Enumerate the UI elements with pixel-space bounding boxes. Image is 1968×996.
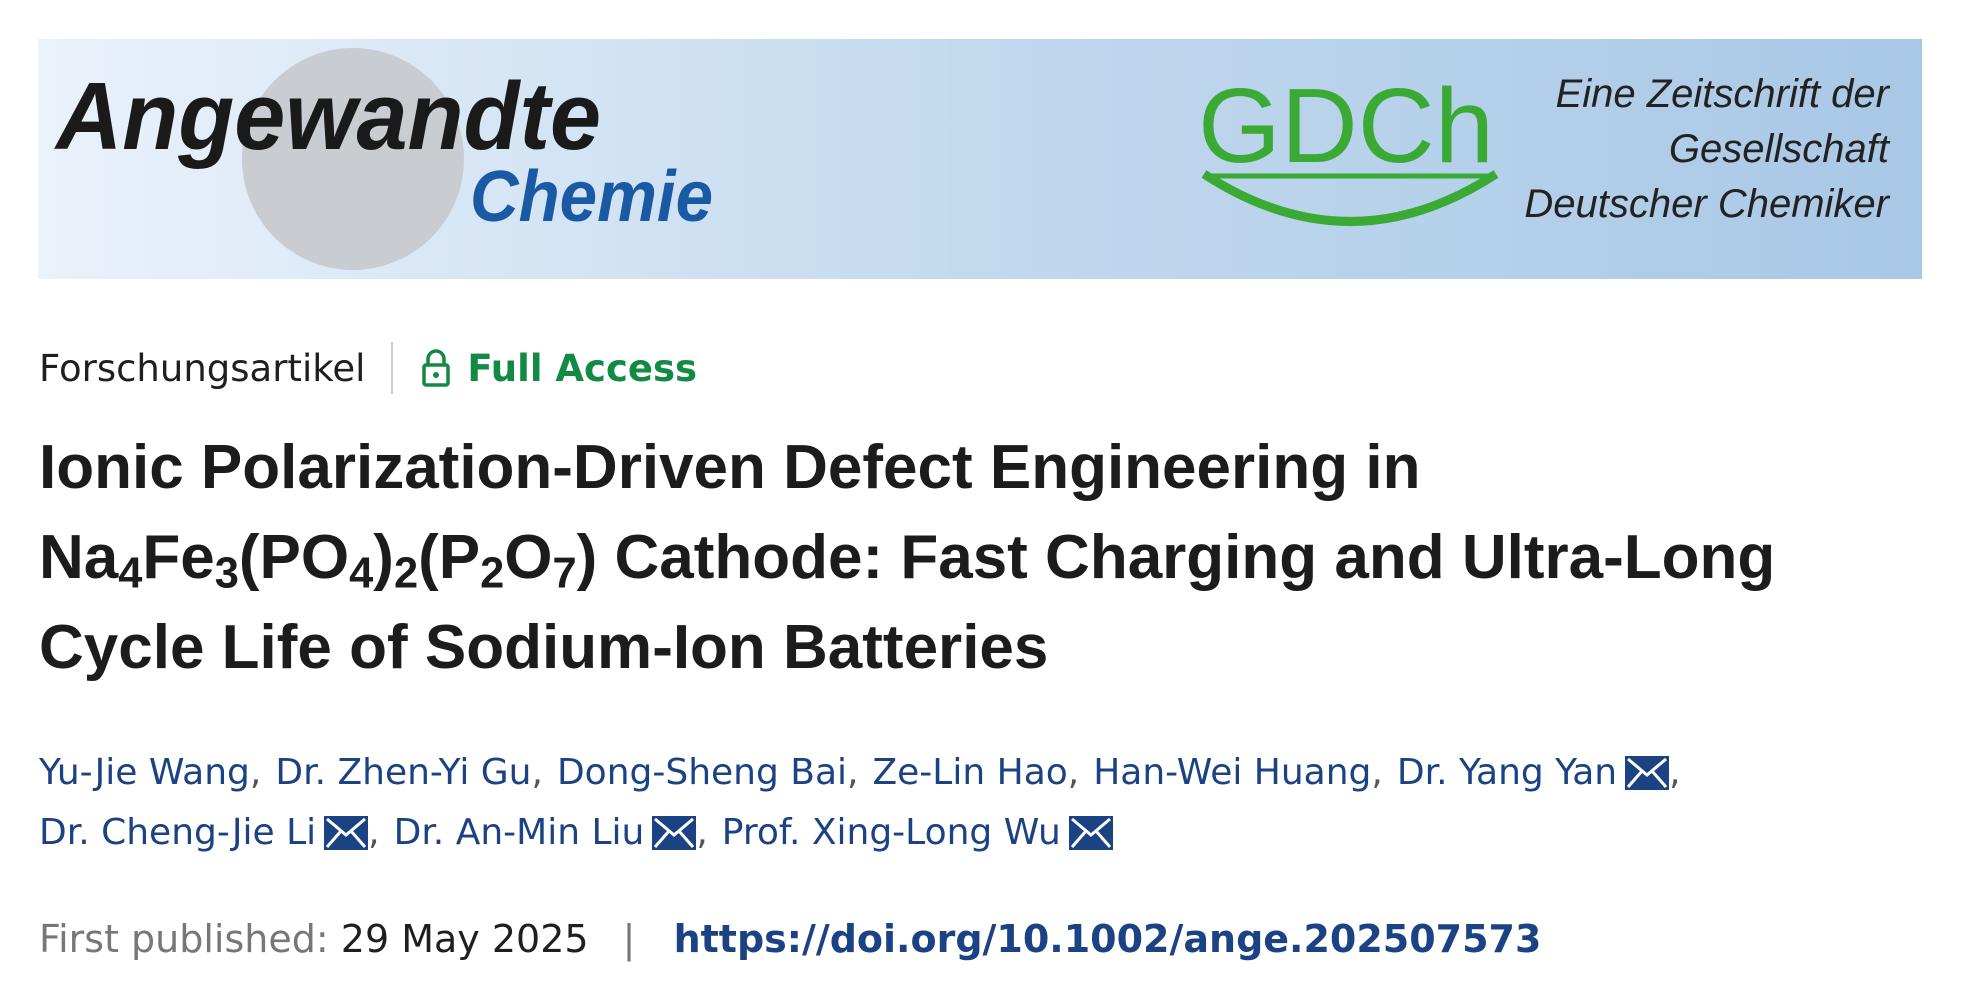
author-name[interactable]: Dong-Sheng Bai [556, 752, 848, 793]
journal-name: Angewandte [54, 63, 601, 170]
author-separator: , [1371, 752, 1383, 793]
author-separator: , [1669, 752, 1681, 793]
society-text-line: Deutscher Chemiker [1524, 182, 1890, 226]
title-text: (P [418, 523, 481, 592]
access-label: Full Access [467, 346, 698, 390]
author-name[interactable]: Dr. Yang Yan [1396, 752, 1618, 793]
subscript: 2 [393, 549, 419, 598]
title-text: ) [373, 523, 394, 592]
title-text: Na [39, 523, 119, 592]
email-icon-lines [1626, 757, 1668, 788]
email-icon[interactable] [652, 815, 697, 850]
subscript: 2 [480, 549, 505, 598]
email-icon[interactable] [1068, 815, 1113, 850]
author-separator: , [696, 812, 708, 853]
lock-icon [422, 349, 451, 387]
doi-link[interactable]: https://doi.org/10.1002/ange.202507573 [673, 917, 1542, 961]
author-name[interactable]: Ze-Lin Hao [872, 752, 1068, 793]
title-text: ) Cathode: Fast Charging and Ultra-Long [576, 523, 1776, 592]
author-separator: , [249, 752, 262, 793]
title-line: Cycle Life of Sodium-Ion Batteries [39, 612, 1048, 683]
author-name[interactable]: Han-Wei Huang [1093, 752, 1372, 793]
article-meta: Forschungsartikel Full Access [39, 342, 697, 394]
society-text-line: Eine Zeitschrift der [1556, 72, 1891, 116]
journal-sub: Chemie [470, 157, 713, 237]
author-line: Dr. Cheng-Jie Li, Dr. An-Min Liu, Prof. Xi… [39, 812, 1113, 853]
email-icon-lines [1070, 817, 1111, 848]
society-text-line: Gesellschaft [1669, 127, 1891, 171]
author-name[interactable]: Dr. An-Min Liu [393, 812, 645, 853]
author-separator: , [368, 812, 380, 853]
author-separator: , [531, 752, 543, 793]
author-name[interactable]: Dr. Cheng-Jie Li [39, 812, 317, 853]
journal-banner: Angewandte Chemie GDCh Eine Zeitschrift … [38, 39, 1922, 279]
article-type: Forschungsartikel [39, 346, 366, 390]
title-text: Fe [142, 523, 215, 592]
access-badge: Full Access [421, 347, 697, 390]
society-logo-bowl [1201, 170, 1499, 226]
title-text: O [504, 523, 553, 592]
email-icon-lines [326, 817, 367, 848]
author-name[interactable]: Dr. Zhen-Yi Gu [275, 752, 532, 793]
logo-circle [242, 48, 464, 270]
divider [391, 342, 394, 394]
society-text: Eine Zeitschrift der Gesellschaft Deutsche… [1524, 72, 1890, 226]
title-text: Ionic Polarization-Driven Defect Enginee… [39, 433, 1421, 502]
society-logo: GDCh [1198, 67, 1494, 185]
author-name[interactable]: Yu-Jie Wang [39, 752, 250, 793]
subscript: 3 [214, 549, 239, 598]
author-line: Yu-Jie Wang, Dr. Zhen-Yi Gu, Dong-Sheng Ba… [39, 752, 1695, 793]
subscript: 4 [349, 549, 374, 598]
email-icon-lines [654, 817, 695, 848]
title-line: Ionic Polarization-Driven Defect Enginee… [39, 432, 1420, 503]
title-line: Na4Fe3(PO4)2(P2O7) Cathode: Fast Chargin… [39, 522, 1776, 595]
title-text: (PO [238, 523, 350, 592]
subscript: 7 [552, 549, 577, 598]
author-separator: , [847, 752, 859, 793]
publication-info: First published: 29 May 2025 | https://d… [39, 917, 1541, 961]
subscript: 4 [118, 549, 143, 598]
email-icon[interactable] [324, 815, 369, 850]
author-name[interactable]: Prof. Xing-Long Wu [721, 812, 1061, 853]
author-separator: , [1067, 752, 1080, 793]
email-icon[interactable] [1625, 755, 1670, 790]
separator: | [622, 917, 636, 961]
published-label: First published: [39, 917, 329, 961]
title-text: Cycle Life of Sodium-Ion Batteries [39, 613, 1049, 682]
published-date: 29 May 2025 [340, 917, 589, 961]
